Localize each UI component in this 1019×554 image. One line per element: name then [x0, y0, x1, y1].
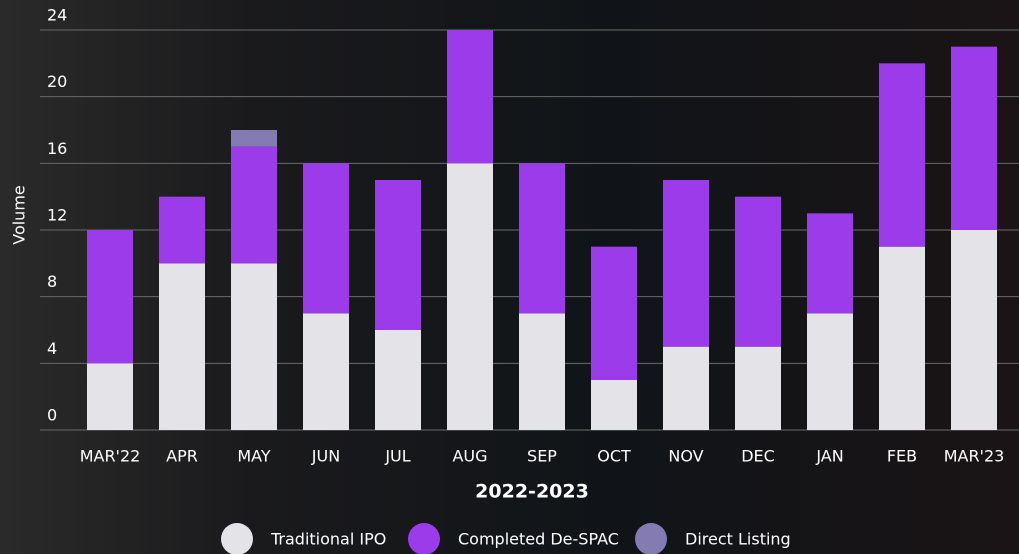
legend-label: Traditional IPO [270, 530, 386, 549]
bar-segment [735, 196, 781, 347]
y-tick-label: 12 [47, 206, 67, 225]
bar-segment [807, 313, 853, 430]
bar-segment [303, 313, 349, 430]
x-tick-label: AUG [452, 447, 487, 466]
bar-segment [663, 180, 709, 347]
bar-segment [591, 380, 637, 430]
x-tick-label: FEB [887, 447, 917, 466]
bar-segment [231, 263, 277, 430]
bar-segment [87, 230, 133, 364]
bar-segment [303, 163, 349, 314]
bar-segment [519, 313, 565, 430]
y-axis-title: Volume [10, 185, 29, 245]
bar-segment [879, 63, 925, 247]
x-tick-label: OCT [597, 447, 631, 466]
x-tick-label: APR [166, 447, 198, 466]
x-tick-label: MAR'23 [944, 447, 1005, 466]
legend-marker [221, 523, 253, 554]
legend-marker [408, 523, 440, 554]
bar-segment [447, 163, 493, 431]
bar-segment [375, 330, 421, 430]
bar-segment [663, 346, 709, 430]
legend-label: Direct Listing [685, 530, 791, 549]
y-tick-label: 4 [47, 339, 57, 358]
bar-segment [879, 246, 925, 430]
x-tick-label: MAR'22 [80, 447, 141, 466]
bar-segment [735, 346, 781, 430]
bar-segment [375, 180, 421, 330]
x-axis-title: 2022-2023 [475, 481, 589, 503]
bar-segment [159, 196, 205, 264]
bar-segment [231, 130, 277, 147]
x-tick-label: SEP [527, 447, 557, 466]
x-tick-label: JUL [384, 447, 410, 466]
x-tick-label: NOV [668, 447, 703, 466]
y-tick-label: 16 [47, 139, 67, 158]
bar-segment [951, 230, 997, 430]
x-tick-label: MAY [237, 447, 271, 466]
y-tick-label: 20 [47, 72, 67, 91]
bar-segment [447, 30, 493, 164]
legend-marker [635, 523, 667, 554]
bar-segment [159, 263, 205, 430]
x-tick-label: JAN [815, 447, 843, 466]
y-tick-label: 24 [47, 6, 67, 25]
bar-segment [231, 146, 277, 264]
legend-label: Completed De-SPAC [458, 530, 619, 549]
bar-segment [519, 163, 565, 314]
x-tick-label: DEC [741, 447, 775, 466]
x-tick-label: JUN [311, 447, 340, 466]
bar-segment [591, 246, 637, 380]
bar-segment [951, 46, 997, 230]
y-tick-label: 8 [47, 272, 57, 291]
bar-segment [807, 213, 853, 314]
y-tick-label: 0 [47, 406, 57, 425]
bar-segment [87, 363, 133, 430]
